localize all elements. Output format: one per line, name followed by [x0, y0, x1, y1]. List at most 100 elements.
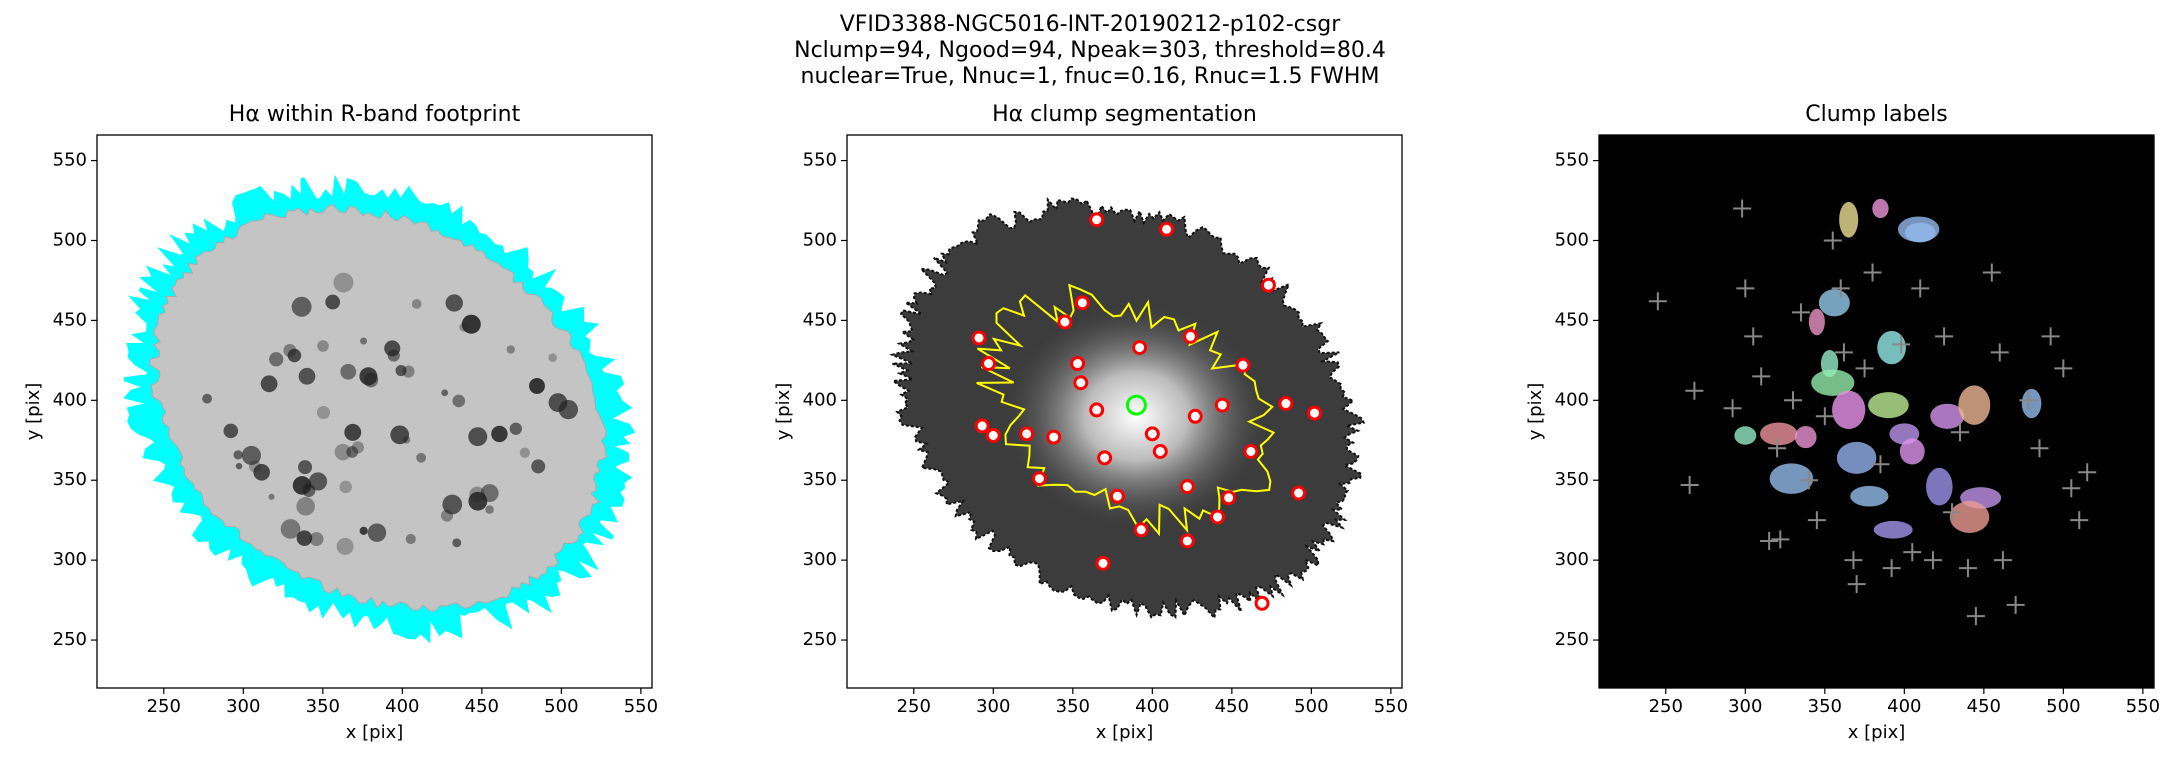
x-tick-label: 550	[1374, 696, 1408, 717]
peak	[2078, 463, 2097, 482]
clump	[1187, 408, 1203, 424]
peak	[2054, 359, 2073, 378]
emission	[363, 372, 379, 388]
peak	[1882, 559, 1901, 578]
clump	[1254, 595, 1270, 611]
y-tick-label: 350	[803, 469, 837, 490]
clump-label	[1873, 520, 1913, 539]
y-tick-label: 250	[53, 629, 87, 650]
peak	[1935, 327, 1954, 346]
emission	[351, 441, 364, 454]
clump-label	[1808, 308, 1825, 336]
x-tick-label: 300	[226, 696, 260, 717]
peak	[1982, 263, 2001, 282]
x-tick-label: 550	[624, 696, 658, 717]
y-tick-label: 350	[53, 469, 87, 490]
clump-label	[1734, 426, 1757, 445]
clump	[1210, 509, 1226, 525]
peak	[1871, 455, 1890, 474]
x-tick-label: 300	[976, 696, 1010, 717]
emission	[202, 393, 213, 404]
y-tick-label: 550	[803, 150, 837, 171]
peak	[1990, 343, 2009, 362]
emission	[334, 443, 352, 461]
clump	[1214, 397, 1230, 413]
emission	[509, 422, 522, 435]
emission	[223, 423, 239, 439]
clump	[1074, 295, 1090, 311]
emission	[333, 272, 354, 293]
peak	[1723, 399, 1742, 418]
emission	[558, 399, 579, 420]
clump	[1132, 340, 1148, 356]
emission	[336, 537, 354, 555]
peak	[1791, 303, 1810, 322]
peak	[1958, 559, 1977, 578]
x-axis-label: x [pix]	[1848, 722, 1906, 743]
panel-title: Hα clump segmentation	[992, 102, 1257, 127]
peak	[2019, 391, 2038, 410]
emission	[411, 299, 422, 309]
clump	[1152, 443, 1168, 459]
clump-label	[1958, 385, 1991, 425]
x-axis-label: x [pix]	[346, 722, 404, 743]
emission	[241, 445, 261, 466]
peak	[1807, 511, 1826, 530]
clump	[1144, 426, 1160, 442]
emission	[287, 348, 302, 363]
panel: 250 300 350 400 450 500 550 250 300 350 400 450 500 5…	[1525, 102, 2160, 743]
peak	[1760, 531, 1779, 550]
x-tick-label: 250	[147, 696, 181, 717]
y-tick-label: 450	[803, 309, 837, 330]
clump	[1291, 485, 1307, 501]
peak	[1855, 359, 1874, 378]
peak	[2070, 511, 2089, 530]
clump-label	[1926, 467, 1953, 506]
clump-label	[1811, 369, 1855, 396]
clump	[1031, 471, 1047, 487]
y-tick-label: 500	[53, 229, 87, 250]
peak	[2041, 327, 2060, 346]
clump-label	[1836, 441, 1877, 474]
emission	[298, 460, 313, 475]
nucleus	[1125, 394, 1147, 416]
emission	[452, 538, 462, 548]
x-tick-label: 450	[1967, 696, 2001, 717]
clump	[981, 356, 997, 372]
y-axis-label: y [pix]	[773, 383, 794, 441]
x-tick-label: 250	[1649, 696, 1683, 717]
emission	[442, 494, 463, 515]
clump	[1057, 314, 1073, 330]
clump-label	[2021, 388, 2042, 419]
clump-label	[1818, 289, 1850, 317]
x-tick-label: 500	[1294, 696, 1328, 717]
peak	[1752, 367, 1771, 386]
clump	[1235, 357, 1251, 373]
suptitle: VFID3388-NGC5016-INT-20190212-p102-csgr	[840, 12, 1341, 37]
emission	[304, 482, 312, 489]
galaxy	[149, 203, 608, 612]
clump	[1221, 490, 1237, 506]
clump-label	[1839, 201, 1859, 238]
peak	[1834, 343, 1853, 362]
emission	[292, 476, 312, 495]
peak	[1844, 551, 1863, 570]
peak	[1744, 327, 1763, 346]
x-axis-label: x [pix]	[1096, 722, 1154, 743]
y-tick-label: 500	[803, 229, 837, 250]
emission	[360, 337, 368, 345]
peak	[1911, 279, 1930, 298]
emission	[253, 464, 270, 481]
x-tick-label: 550	[2126, 696, 2160, 717]
clump	[1278, 396, 1294, 412]
y-tick-label: 300	[1555, 549, 1589, 570]
peak	[1799, 471, 1818, 490]
peak	[1863, 263, 1882, 282]
y-tick-label: 500	[1555, 229, 1589, 250]
suptitle: Nclump=94, Ngood=94, Npeak=303, threshol…	[794, 38, 1386, 63]
x-tick-label: 500	[544, 696, 578, 717]
emission	[416, 452, 427, 463]
y-tick-label: 350	[1555, 469, 1589, 490]
image	[1599, 135, 2154, 688]
peak	[1680, 476, 1699, 495]
